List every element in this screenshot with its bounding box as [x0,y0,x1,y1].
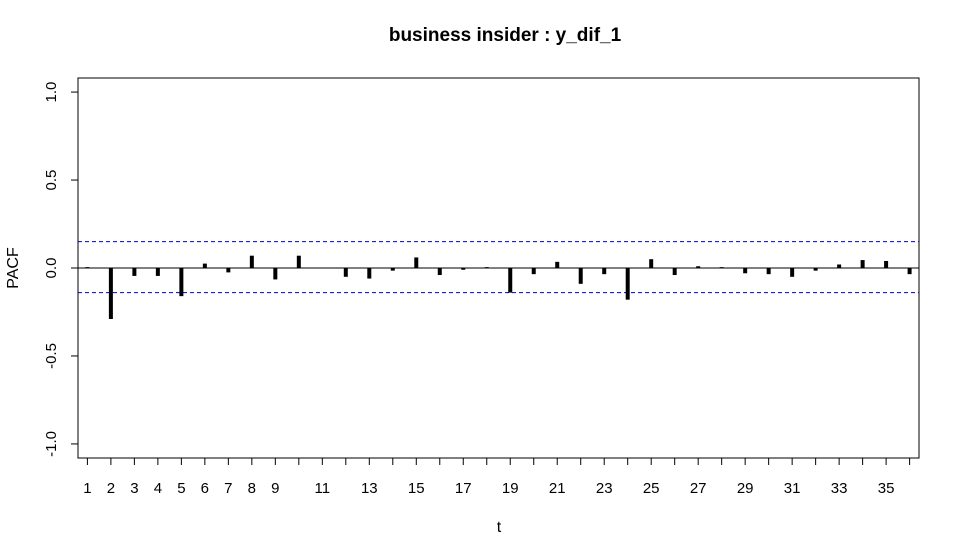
x-tick-label-9: 9 [271,480,279,497]
x-tick-label-6: 6 [201,480,209,497]
x-tick-label-15: 15 [408,480,425,497]
x-tick-label-1: 1 [83,480,91,497]
x-tick-label-23: 23 [596,480,613,497]
y-tick-label-2: 0.0 [43,258,60,279]
x-tick-label-5: 5 [177,480,185,497]
x-tick-label-3: 3 [130,480,138,497]
y-tick-label-4: 1.0 [43,82,60,103]
chart-title: business insider : y_dif_1 [389,25,622,46]
x-tick-label-17: 17 [455,480,472,497]
x-tick-label-33: 33 [831,480,848,497]
x-axis-label: t [497,519,502,536]
x-tick-label-35: 35 [878,480,895,497]
x-tick-label-21: 21 [549,480,566,497]
y-tick-label-3: 0.5 [43,170,60,191]
x-tick-label-7: 7 [224,480,232,497]
x-tick-label-11: 11 [315,480,331,497]
x-tick-label-25: 25 [643,480,660,497]
x-tick-label-27: 27 [690,480,707,497]
x-tick-label-8: 8 [248,480,256,497]
plot-area: 1 2 3 4 5 6 7 8 9 11 13 15 17 19 21 23 25 27 29 31 33 35-1.0-… [43,77,920,497]
x-tick-label-31: 31 [784,480,801,497]
x-tick-label-2: 2 [107,480,115,497]
y-tick-label-0: -1.0 [43,431,60,457]
x-tick-label-13: 13 [361,480,378,497]
x-tick-label-4: 4 [154,480,162,497]
x-tick-label-19: 19 [502,480,519,497]
x-tick-label-29: 29 [737,480,754,497]
y-axis-label: PACF [5,247,22,289]
y-tick-label-1: -0.5 [43,343,60,369]
